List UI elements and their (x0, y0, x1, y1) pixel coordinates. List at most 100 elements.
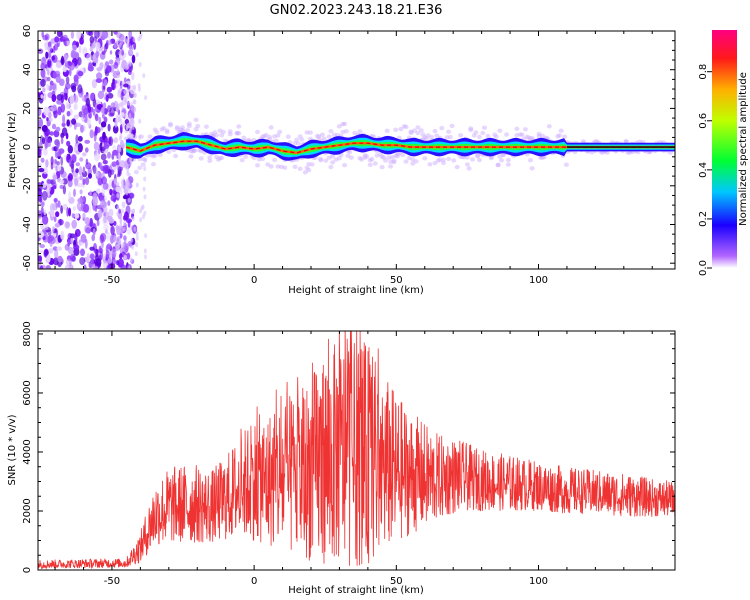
ridge-halo (435, 158, 441, 163)
noise-cell (54, 223, 61, 228)
ridge-halo (485, 133, 491, 139)
ridge-halo (538, 155, 544, 160)
noise-cell (78, 166, 83, 176)
noise-cell (60, 205, 63, 214)
colorbar-label: Normalized spectral amplitude (738, 72, 749, 226)
ridge-halo (437, 157, 443, 162)
ridge-halo (492, 132, 498, 137)
noise-speckle (38, 31, 148, 269)
noise-cell (46, 58, 53, 69)
noise-cell (123, 254, 127, 260)
ridge-halo (495, 162, 501, 168)
noise-cell (122, 83, 129, 88)
noise-cell (94, 152, 100, 162)
noise-cell (98, 245, 102, 254)
noise-cell (96, 72, 103, 80)
noise-cell (117, 79, 121, 85)
noise-cell (128, 113, 132, 119)
noise-cell (116, 260, 119, 266)
ridge-halo (555, 134, 561, 139)
noise-cell (113, 31, 118, 35)
ridge-halo (292, 140, 298, 146)
ridge-halo (623, 139, 629, 144)
noise-cell (43, 148, 48, 156)
ridge-halo (296, 141, 301, 146)
ridge-halo (488, 155, 494, 161)
noise-cell (115, 186, 121, 193)
noise-cell (40, 157, 45, 163)
noise-cell (89, 217, 94, 228)
noise-cell (137, 83, 141, 89)
ridge-halo (406, 155, 412, 161)
ridge-halo (604, 150, 610, 155)
ridge-halo (396, 151, 402, 156)
noise-cell (63, 92, 68, 101)
noise-cell (57, 151, 62, 156)
ridge-halo (415, 130, 421, 136)
noise-cell (57, 255, 63, 263)
ridge-halo (318, 156, 324, 162)
noise-cell (117, 31, 121, 34)
ridge-halo (362, 153, 368, 158)
noise-cell (71, 85, 77, 93)
noise-cell (127, 265, 131, 269)
ridge-halo (319, 132, 325, 137)
ridge-halo (217, 156, 223, 161)
ridge-halo (294, 137, 300, 142)
noise-cell (120, 179, 124, 185)
noise-cell (48, 51, 52, 59)
noise-cell (125, 182, 129, 188)
ridge-halo (309, 162, 315, 167)
ridge-halo (432, 128, 438, 134)
y-tick-label: 0 (22, 567, 33, 573)
ridge-halo (272, 157, 278, 163)
ridge-halo (497, 128, 503, 133)
noise-cell (141, 204, 145, 210)
noise-cell (107, 151, 111, 159)
noise-cell (39, 141, 43, 150)
noise-cell (131, 124, 135, 130)
ridge-halo (306, 162, 312, 167)
noise-cell (43, 106, 50, 117)
noise-cell (110, 102, 116, 108)
ridge-halo (234, 131, 240, 136)
noise-cell (123, 89, 127, 95)
noise-cell (42, 190, 48, 201)
ridge-halo (302, 170, 308, 175)
noise-cell (64, 221, 70, 229)
ridge-halo (195, 123, 201, 129)
ridge-halo (388, 164, 394, 169)
noise-cell (135, 242, 139, 248)
ridge-halo (142, 157, 148, 162)
ridge-halo (383, 158, 388, 163)
colorbar-ticks: 0.0 0.2 0.4 0.6 0.8 (698, 64, 712, 276)
noise-cell (41, 125, 48, 133)
ridge-halo (330, 154, 336, 159)
noise-cell (40, 201, 45, 208)
ridge-halo (275, 133, 281, 138)
ridge-halo (441, 160, 446, 166)
noise-cell (135, 235, 139, 241)
noise-cell (113, 42, 118, 49)
noise-cell (76, 183, 83, 188)
noise-cell (109, 188, 113, 196)
noise-cell (59, 184, 64, 190)
noise-cell (121, 208, 124, 214)
noise-cell (119, 247, 123, 253)
ridge-halo (476, 134, 482, 140)
ridge-halo (227, 129, 233, 134)
noise-cell (102, 164, 109, 174)
ridge-halo (528, 136, 533, 141)
noise-cell (66, 207, 69, 217)
ridge-halo (401, 124, 407, 129)
noise-cell (126, 171, 130, 176)
noise-cell (103, 212, 106, 217)
noise-cell (102, 113, 105, 119)
colorbar-tick-label: 0.0 (698, 260, 709, 276)
noise-cell (55, 202, 59, 209)
ridge-halo (482, 125, 487, 130)
ridge-halo (323, 158, 329, 163)
ridge-halo (374, 153, 380, 158)
colorbar-tick-label: 0.6 (698, 113, 709, 129)
noise-cell (131, 54, 136, 64)
